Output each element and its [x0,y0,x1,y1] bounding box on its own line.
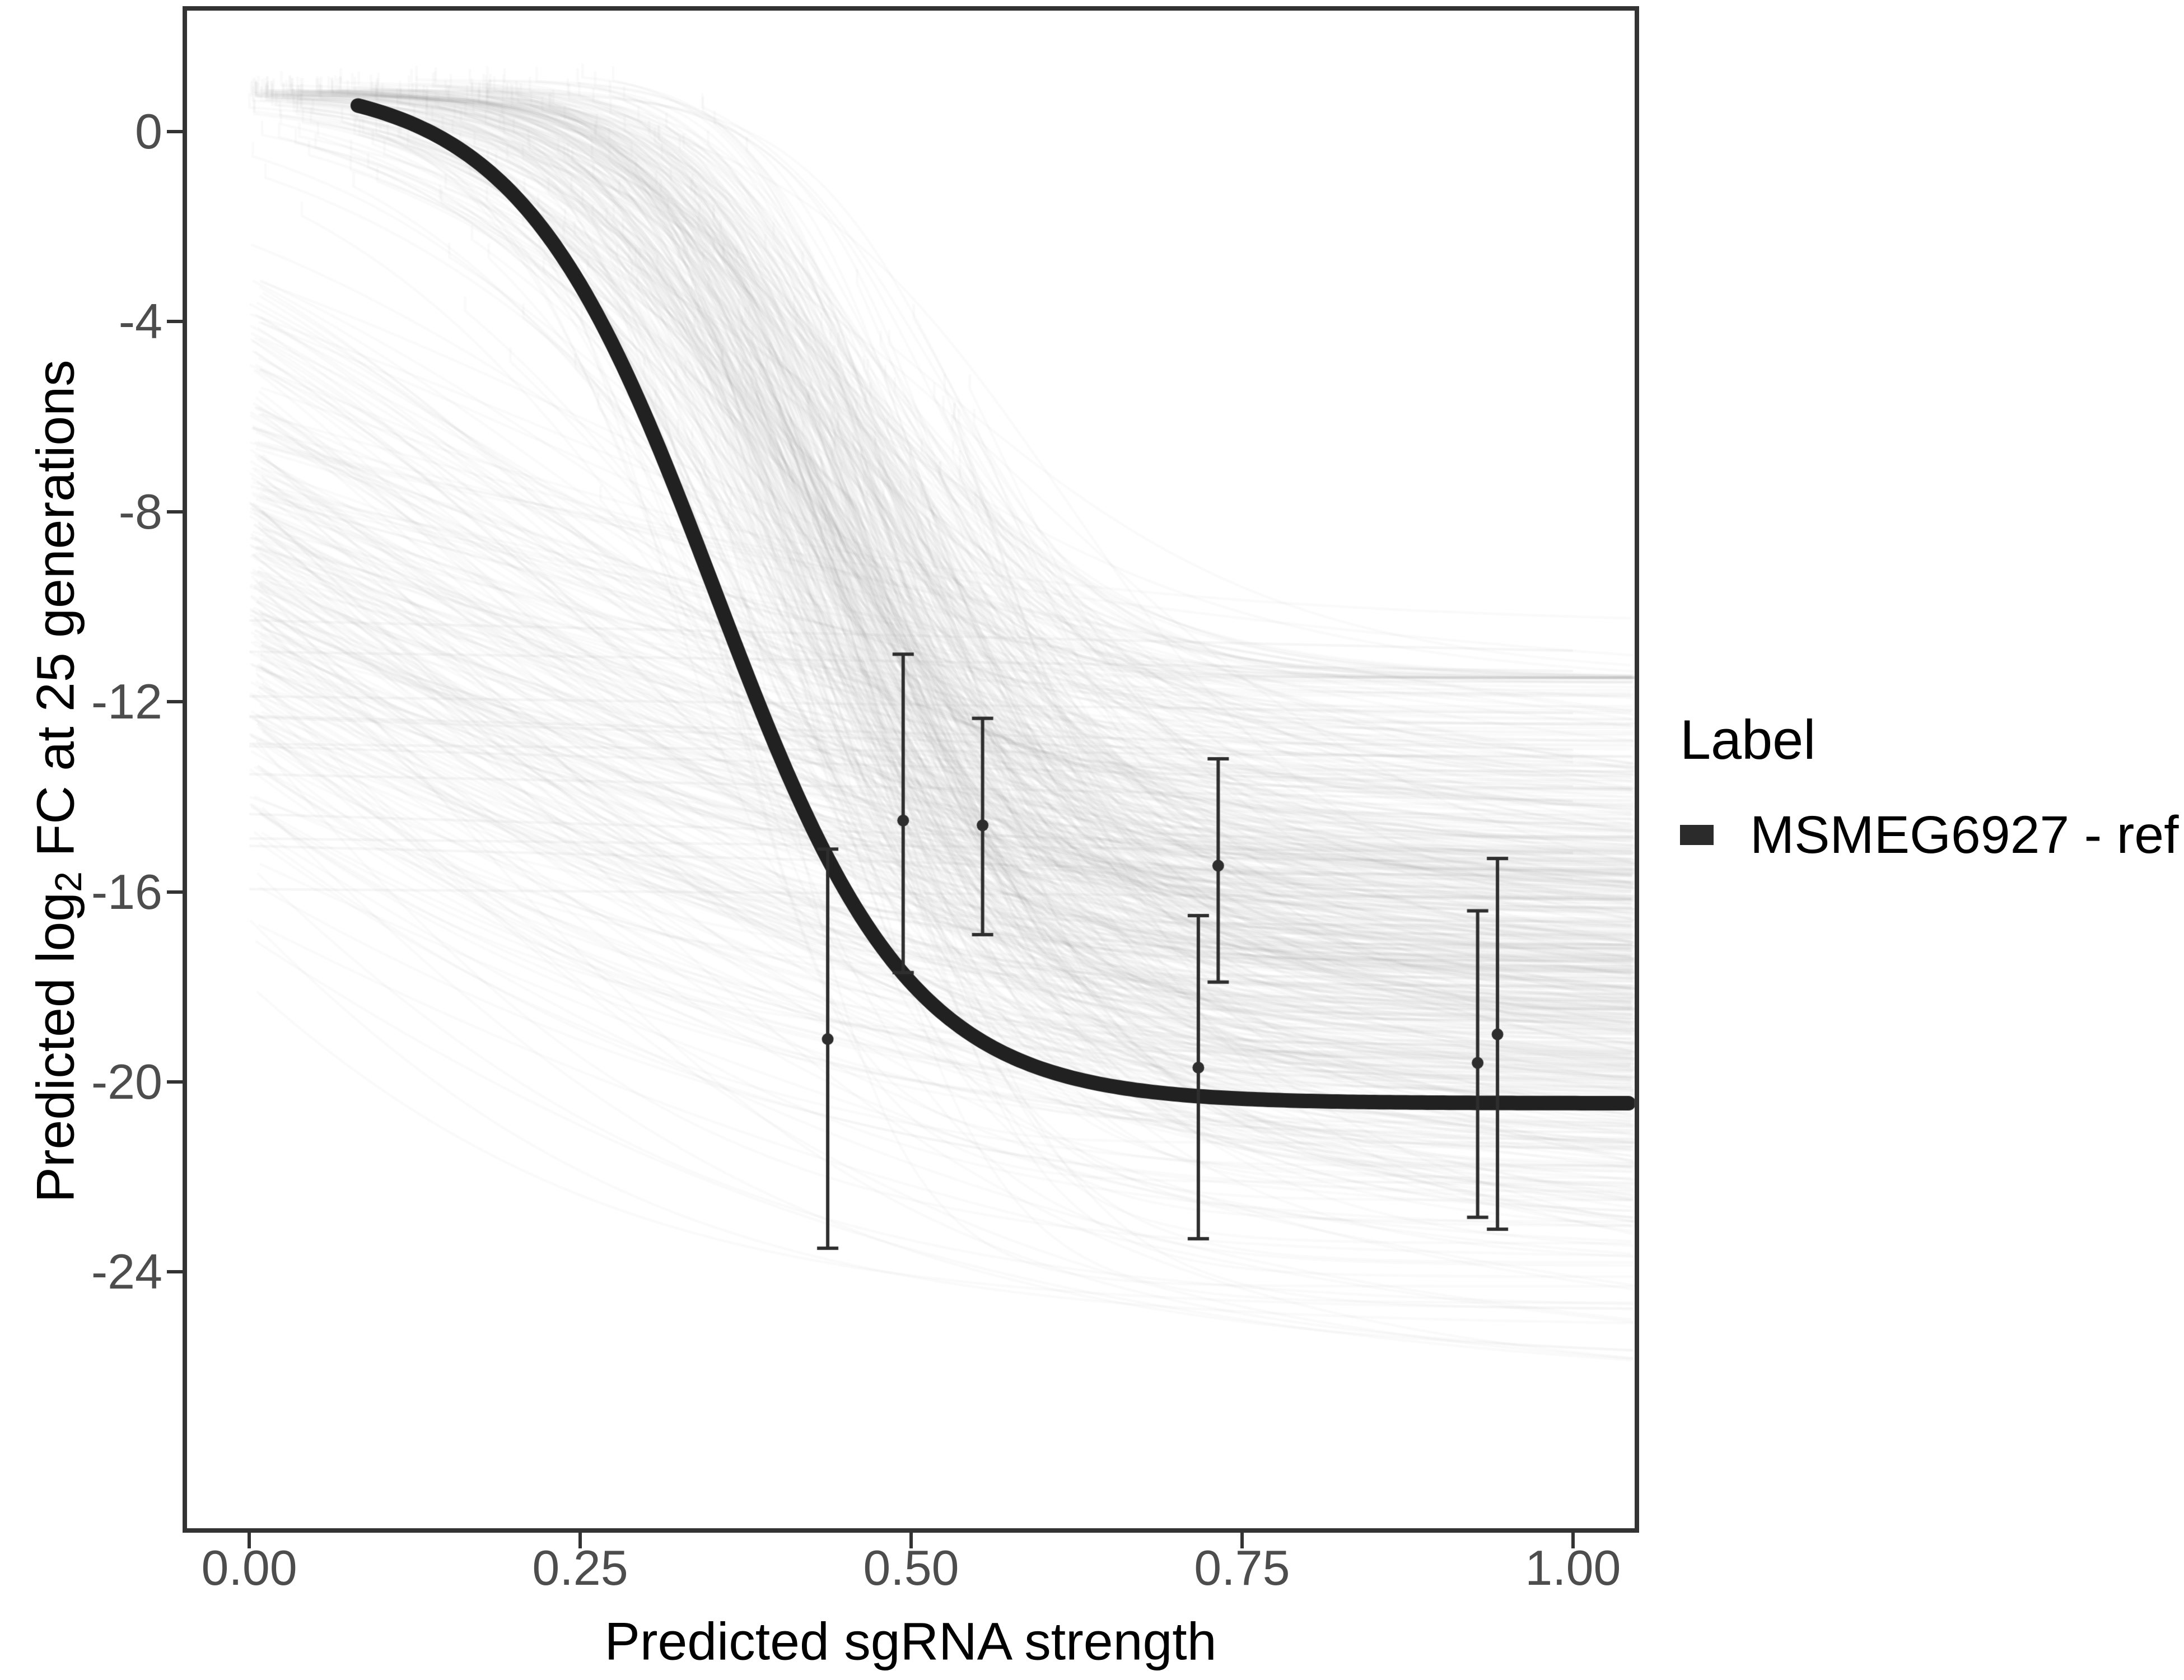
x-tick-mark [1240,1533,1244,1548]
legend-title: Label [1680,708,1816,771]
y-tick-label: -24 [91,1244,162,1300]
legend-entry: MSMEG6927 - ref [1680,807,2179,863]
x-tick-label: 0.50 [863,1540,959,1595]
y-tick-mark [167,129,183,133]
y-tick-label: 0 [135,103,162,159]
y-tick-label: -16 [91,864,162,920]
y-tick-label: -8 [118,483,162,539]
y-axis-title-subscript: 2 [48,871,90,893]
y-tick-mark [167,890,183,894]
x-tick-mark [578,1533,582,1548]
x-tick-mark [248,1533,251,1548]
x-axis-title: Predicted sgRNA strength [604,1612,1217,1672]
x-tick-mark [1571,1533,1575,1548]
y-tick-label: -12 [91,674,162,730]
y-tick-mark [167,510,183,514]
legend-key-line-swatch [1680,825,1714,845]
x-tick-label: 0.25 [532,1540,628,1595]
y-tick-mark [167,1080,183,1084]
y-axis-title-text: Predicted log [26,892,86,1203]
x-tick-mark [909,1533,913,1548]
y-tick-mark [167,1270,183,1274]
x-tick-label: 0.00 [201,1540,297,1595]
legend-entry-label: MSMEG6927 - ref [1750,805,2179,865]
y-tick-mark [167,700,183,704]
legend: Label MSMEG6927 - ref [1680,710,2179,863]
x-tick-label: 1.00 [1525,1540,1621,1595]
y-tick-mark [167,320,183,324]
y-axis-title-text-suffix: FC at 25 generations [26,360,86,872]
y-tick-label: -20 [91,1053,162,1109]
y-tick-label: -4 [118,293,162,349]
y-axis-title: Predicted log2 FC at 25 generations [26,360,90,1203]
x-tick-label: 0.75 [1194,1540,1290,1595]
